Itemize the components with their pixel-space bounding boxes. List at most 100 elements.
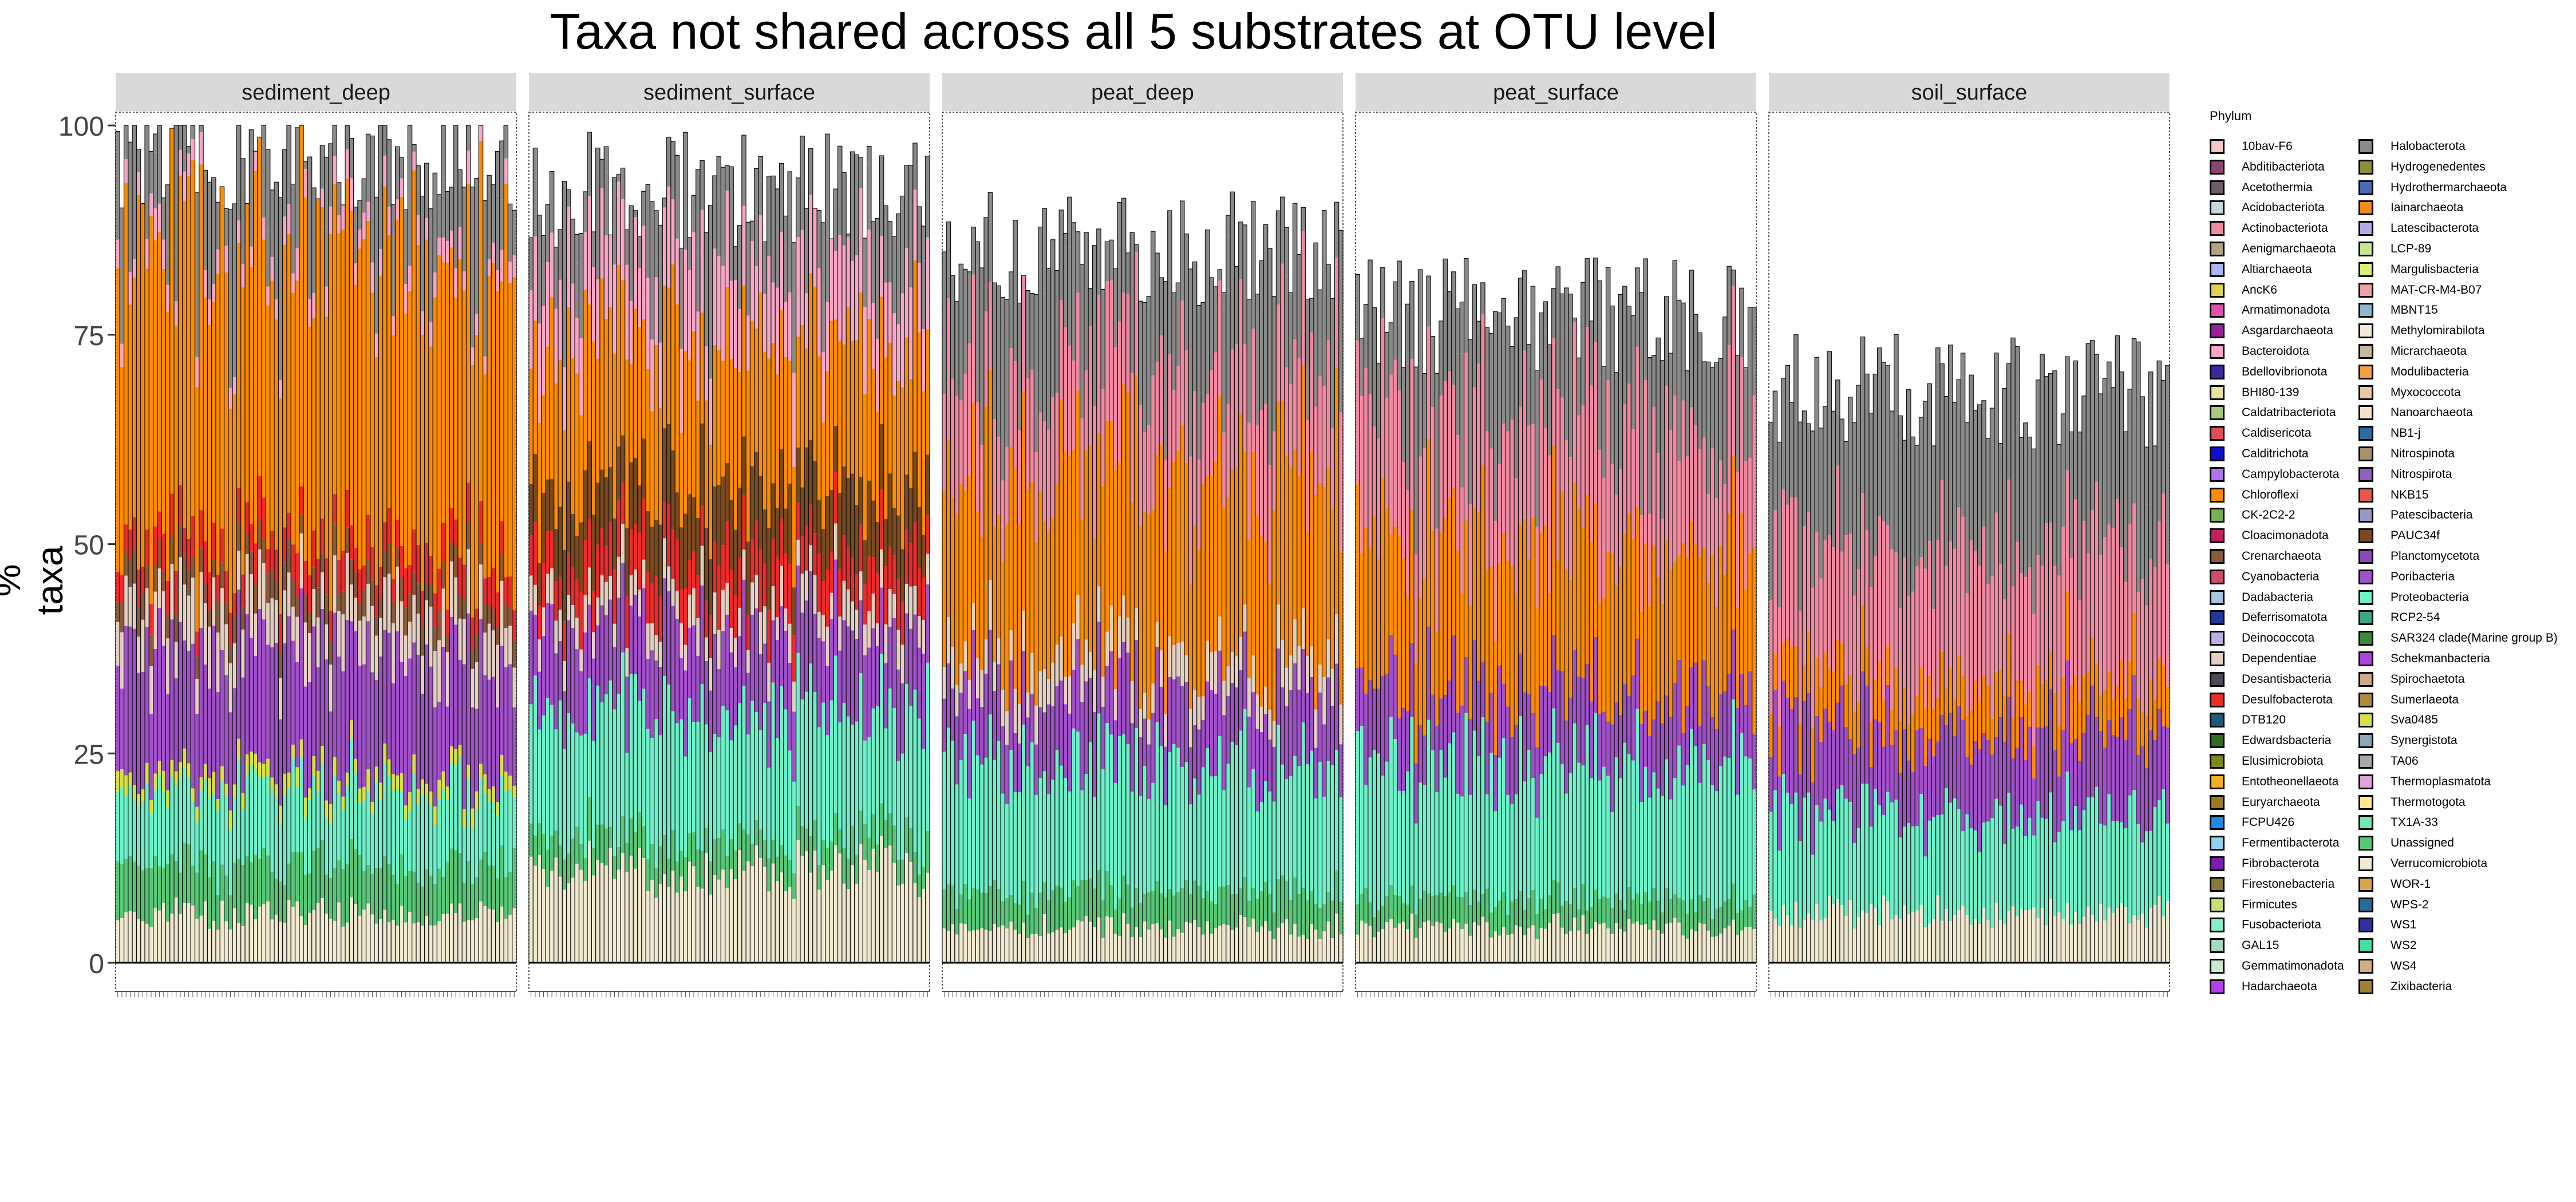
bar-segment-poribacteria (437, 701, 441, 780)
bar-segment-verrucomicrobiota (725, 888, 729, 963)
bar-segment-dependentiae (625, 648, 629, 677)
bar-segment-actinobacteriota (1130, 373, 1135, 503)
bar-segment-halobacterota (1606, 285, 1610, 381)
bar-segment-dependentiae (825, 626, 829, 666)
bar-segment-halobacterota (1443, 290, 1448, 381)
bar-segment-unassigned (1121, 875, 1126, 914)
bar-segment-pauc34f (721, 476, 725, 545)
bar-segment-bacteroidota (908, 287, 913, 379)
bar-segment-actinobacteriota (1489, 448, 1494, 567)
bar-segment-halobacterota (1426, 276, 1431, 327)
bar-segment-dependentiae (1213, 651, 1218, 694)
bar-segment-halobacterota (1050, 276, 1055, 398)
bar-segment-poribacteria (1781, 680, 1785, 774)
bar-segment-verrucomicrobiota (612, 879, 617, 963)
bar-segment-poribacteria (617, 598, 621, 694)
bar-segment-dependentiae (457, 618, 462, 660)
bar-segment-verrucomicrobiota (746, 861, 750, 963)
bar-segment-unassigned (262, 848, 266, 904)
bar-segment-actinobacteriota (1451, 385, 1456, 488)
bar-segment-chloroflexi (1793, 645, 1798, 697)
bar-segment-proteobacteria (1297, 766, 1301, 894)
bar-segment-halobacterota (867, 146, 871, 165)
bar-segment-unassigned (1564, 900, 1568, 935)
bar-segment-proteobacteria (1338, 797, 1343, 902)
bar-segment-crenarchaeota (282, 562, 287, 591)
bar-segment-poribacteria (412, 642, 416, 755)
bar-segment-dependentiae (608, 576, 613, 600)
bar-segment-dependentiae (983, 639, 988, 674)
bar-segment-bacteroidota (554, 309, 558, 383)
bar-segment-proteobacteria (863, 740, 867, 824)
bar-segment-chloroflexi (617, 264, 621, 447)
bar-segment-chloroflexi (633, 308, 638, 458)
bar-segment-desulfobacterota (462, 564, 467, 601)
bar-segment-verrucomicrobiota (867, 869, 871, 963)
bar-segment-halobacterota (2028, 437, 2032, 567)
bar-segment-actinobacteriota (1877, 516, 1882, 661)
bar-segment-halobacterota (1338, 314, 1343, 413)
bar-segment-halobacterota (1502, 336, 1506, 424)
bar-segment-unassigned (1234, 894, 1239, 928)
bar-segment-halobacterota (1589, 321, 1594, 386)
bar-segment-pauc34f (537, 563, 542, 606)
bar-segment-chloroflexi (2010, 717, 2015, 758)
bar-segment-pauc34f (850, 473, 855, 559)
bar-segment-bacteroidota (612, 264, 617, 354)
bar-segment-verrucomicrobiota (566, 883, 571, 963)
bar-segment-chloroflexi (1589, 540, 1594, 702)
bar-segment-actinobacteriota (1376, 438, 1381, 559)
bar-segment-actinobacteriota (1468, 504, 1472, 606)
bar-segment-chloroflexi (1902, 687, 1907, 729)
bar-segment-actinobacteriota (1234, 344, 1239, 467)
bar-segment-verrucomicrobiota (658, 884, 663, 963)
bar-segment-verrucomicrobiota (1697, 923, 1702, 963)
bar-segment-actinobacteriota (1610, 464, 1614, 554)
bar-segment-halobacterota (120, 272, 124, 344)
bar-segment-proteobacteria (1739, 733, 1744, 911)
bar-segment-halobacterota (1230, 192, 1235, 234)
bar-segment-chloroflexi (975, 512, 980, 658)
bar-segment-unassigned (812, 820, 817, 851)
bar-segment-verrucomicrobiota (1547, 923, 1552, 963)
bar-segment-unassigned (529, 823, 533, 857)
bar-segment-chloroflexi (1125, 391, 1130, 618)
bar-segment-poribacteria (1063, 704, 1068, 778)
bar-segment-actinobacteriota (1647, 514, 1652, 606)
bar-segment-proteobacteria (475, 809, 479, 877)
bar-segment-dependentiae (541, 607, 546, 636)
bar-segment-chloroflexi (2086, 672, 2091, 715)
bar-segment-dependentiae (433, 651, 437, 707)
bar-segment-chloroflexi (374, 357, 379, 586)
bar-segment-bacteroidota (437, 238, 441, 255)
bar-segment-proteobacteria (232, 797, 237, 863)
bar-segment-verrucomicrobiota (546, 887, 550, 963)
bar-segment-bacteroidota (717, 256, 721, 350)
bar-segment-halobacterota (837, 146, 842, 169)
bar-segment-poribacteria (1456, 712, 1460, 794)
bar-segment-actinobacteriota (1506, 431, 1510, 561)
bar-segment-chloroflexi (1305, 531, 1310, 657)
bar-segment-verrucomicrobiota (621, 853, 625, 963)
bar-segment-poribacteria (1259, 732, 1264, 802)
bar-segment-dependentiae (670, 579, 675, 606)
bar-segment-chloroflexi (1054, 483, 1059, 645)
bar-segment-unassigned (1514, 899, 1519, 926)
bar-segment-halobacterota (754, 168, 758, 179)
bar-segment-chloroflexi (650, 411, 654, 527)
bar-segment-proteobacteria (1017, 792, 1022, 905)
bar-segment-proteobacteria (1831, 821, 1836, 904)
bar-segment-poribacteria (1130, 723, 1135, 792)
bar-segment-actinobacteriota (954, 396, 959, 515)
bar-segment-poribacteria (1957, 706, 1961, 809)
bar-segment-proteobacteria (1927, 820, 1932, 924)
bar-segment-proteobacteria (1192, 778, 1197, 881)
bar-segment-halobacterota (625, 230, 629, 265)
bar-segment-bacteroidota (374, 333, 379, 357)
bar-segment-verrucomicrobiota (666, 887, 671, 963)
bar-segment-bacteroidota (228, 388, 232, 409)
bar-segment-halobacterota (270, 189, 274, 193)
bar-segment-proteobacteria (1435, 792, 1439, 896)
bar-segment-crenarchaeota (441, 561, 445, 589)
bar-segment-sva0485 (453, 749, 458, 766)
